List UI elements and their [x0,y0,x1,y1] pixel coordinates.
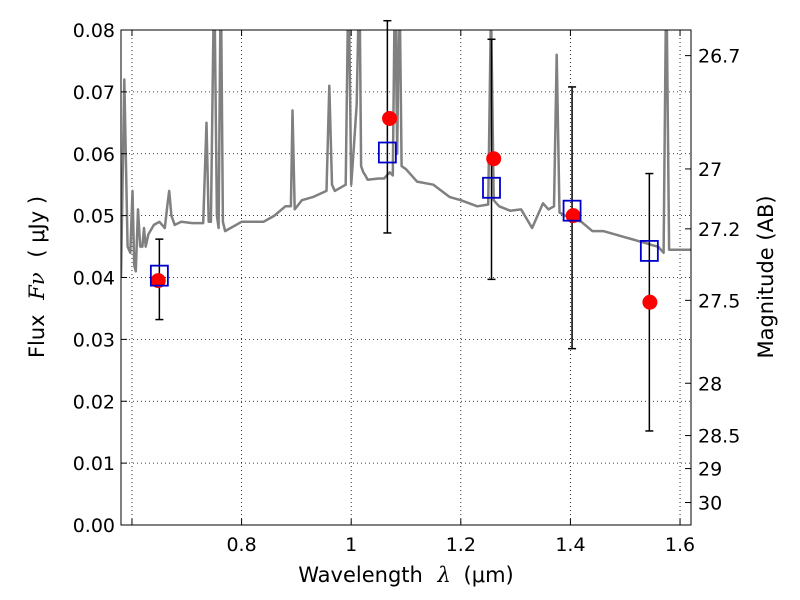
y-tick-label: 0.04 [73,268,115,290]
y2-tick-label: 27.2 [698,219,740,241]
y2-tick-label: 27 [698,159,722,181]
model-flux-square [639,239,659,262]
y-tick-label: 0.03 [73,329,115,351]
y-tick-label: 0.07 [73,82,115,104]
y2-tick-label: 28 [698,373,722,395]
x-tick-label: 1.2 [446,534,476,556]
x-axis-label: Wavelength λ (μm) [298,563,513,587]
y2-axis-label: Magnitude (AB) [754,195,778,358]
model-flux-square [149,264,169,287]
observed-flux-point [382,110,398,126]
model-flux-square [562,199,582,222]
y-tick-label: 0.06 [73,144,115,166]
markers [149,110,659,310]
ticks: 0.8 1 1.2 1.4 1.6 0.00 0.01 0.02 0.03 0.04 0.05 0.0… [73,20,741,556]
y-axis-label: Flux Fν ( μJy ) [25,196,49,358]
x-tick-label: 0.8 [226,534,256,556]
y-tick-label: 0.02 [73,391,115,413]
observed-flux-point [642,294,658,310]
y-tick-label: 0.01 [73,453,115,475]
x-axis-label-symbol: λ [437,563,451,587]
model-flux-square [377,141,397,164]
observed-flux-point [486,151,502,167]
y-axis-label-text: Flux [25,314,49,358]
y2-tick-label: 26.7 [698,46,740,68]
y-tick-label: 0.05 [73,206,115,228]
x-tick-label: 1 [345,534,357,556]
y-axis-label-symbol: Fν [25,272,49,301]
model-flux-square [482,176,501,199]
y2-tick-label: 30 [698,493,722,515]
y2-tick-label: 27.5 [698,290,740,312]
y-axis-label-unit: ( μJy ) [25,196,49,258]
x-axis-label-unit: (μm) [464,563,514,587]
x-axis-label-text: Wavelength [298,563,423,587]
y2-tick-label: 29 [698,459,722,481]
y-tick-label: 0.08 [73,20,115,42]
x-tick-label: 1.4 [555,534,585,556]
y-tick-label: 0.00 [73,515,115,537]
x-tick-label: 1.6 [665,534,695,556]
y2-tick-label: 28.5 [698,426,740,448]
